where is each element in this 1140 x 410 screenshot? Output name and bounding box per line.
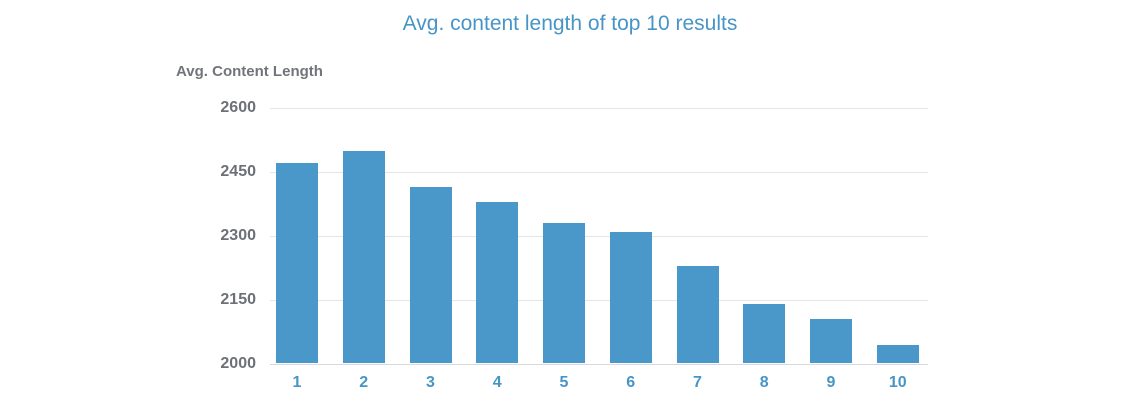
bar [276,163,318,363]
y-tick-label: 2600 [220,99,256,116]
x-tick-label: 4 [492,374,502,391]
gridline [270,300,928,301]
x-tick-label: 8 [759,374,769,391]
x-tick-label: 10 [888,374,907,391]
x-tick-label: 9 [826,374,836,391]
y-axis-title: Avg. Content Length [176,63,323,80]
bar [342,150,385,363]
x-tick-label: 5 [559,374,569,391]
y-tick-label: 2450 [220,163,256,180]
y-tick-label: 2150 [220,291,256,308]
chart-title: Avg. content length of top 10 results [402,12,738,35]
y-tick-label: 2300 [220,227,256,244]
x-tick-label: 3 [426,374,435,391]
gridline [270,172,928,173]
bar [743,304,786,363]
plot-area: 2000 2150 2300 2450 2600 1 2 3 4 5 6 7 8 9 10 [220,99,928,391]
bar [543,223,585,363]
x-tick-label: 2 [359,374,369,391]
gridline [270,364,928,365]
bar [476,201,519,363]
y-tick-label: 2000 [220,355,256,372]
gridline [270,108,928,109]
x-tick-label: 7 [693,374,702,391]
bar [609,231,652,363]
bar [409,186,452,363]
x-tick-label: 6 [626,374,636,391]
x-tick-label: 1 [292,374,302,391]
bar [876,344,919,363]
gridline [270,236,928,237]
bar [810,319,852,363]
bar [676,265,719,363]
